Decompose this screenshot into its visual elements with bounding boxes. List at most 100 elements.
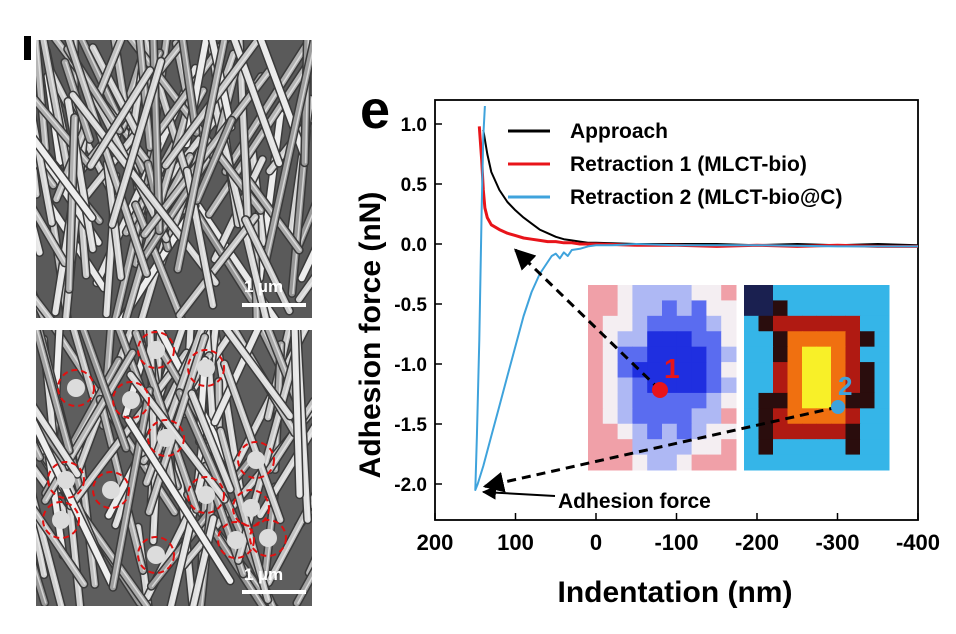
x-axis-label: Indentation (nm): [558, 576, 793, 609]
nanorod: [36, 295, 54, 318]
x-tick-label: 0: [590, 530, 602, 555]
highlight-circle: [249, 519, 287, 557]
highlight-circle: [92, 471, 130, 509]
panel-label-fragment: [24, 36, 31, 60]
nanorod: [179, 40, 200, 136]
adhesion-force-chart: e 200 100 0 -100 -200 -300 -400 1.0 0.5 0.0 -0.5 -1…: [354, 80, 940, 609]
highlight-circle: [147, 419, 185, 457]
y-tick-label: -1.0: [394, 355, 427, 376]
nanorod: [87, 67, 154, 169]
adhesion-arrow: [481, 485, 556, 500]
nanorod: [265, 494, 312, 586]
x-tick-label: 200: [417, 530, 454, 555]
nanorod: [242, 216, 293, 314]
nanorod: [65, 488, 84, 606]
nanorod: [190, 515, 217, 606]
nanorod: [89, 44, 139, 135]
annotation-arrow: [513, 248, 662, 392]
nanorod: [67, 349, 190, 509]
point-2-label: 2: [838, 371, 852, 401]
nanorod: [70, 330, 102, 418]
scale-bar: [242, 303, 306, 307]
inset-map-left: [588, 285, 737, 471]
highlight-circle: [42, 501, 80, 539]
nanorod: [40, 40, 75, 192]
y-tick-label: -1.5: [394, 415, 427, 436]
annotation-arrow: [482, 405, 839, 493]
y-axis-label: Adhesion force (nN): [354, 192, 387, 479]
nanorod: [257, 40, 307, 156]
nanorod: [291, 330, 303, 498]
highlight-circle: [187, 349, 225, 387]
nanorod: [217, 427, 271, 603]
highlight-circle: [187, 476, 225, 514]
point-1-label: 1: [664, 353, 680, 384]
y-tick-label: 1.0: [401, 115, 427, 136]
nanorod: [188, 390, 234, 493]
x-tick-label: -300: [815, 530, 859, 555]
nanorod: [150, 40, 163, 234]
nanorod: [125, 416, 234, 584]
x-tick-label: 100: [497, 530, 534, 555]
highlight-circle: [57, 369, 95, 407]
highlight-circle: [112, 381, 150, 419]
highlight-circle: [237, 441, 275, 479]
nanorod: [208, 524, 266, 606]
nanorod: [36, 330, 73, 454]
sem-image-bottom: 1 µm: [36, 330, 312, 606]
nanorod: [36, 507, 87, 588]
highlight-circle: [217, 521, 255, 559]
nanorod: [36, 420, 115, 587]
nanorod: [257, 425, 312, 519]
nanorod: [176, 214, 259, 318]
nanorod: [36, 120, 55, 226]
highlight-circle: [137, 331, 175, 369]
panel-label: e: [360, 80, 390, 140]
nanorod: [223, 330, 294, 420]
scale-bar-label: 1 µm: [244, 565, 284, 584]
scale-bar: [242, 590, 306, 594]
y-tick-label: 0.0: [401, 235, 427, 256]
nanorod: [127, 371, 228, 503]
nanorod: [36, 520, 48, 578]
nanorod: [36, 497, 65, 606]
nanorod: [66, 114, 78, 293]
nanorod: [36, 40, 49, 152]
nanorod: [36, 137, 96, 221]
nanorod: [194, 117, 235, 204]
y-tick-label: 0.5: [401, 175, 428, 196]
nanorod: [211, 330, 261, 426]
highlight-circle: [232, 489, 270, 527]
nanorod: [162, 40, 262, 169]
nanorod: [292, 205, 312, 257]
sem-image-top: 1 µm: [36, 40, 312, 318]
nanorod: [36, 466, 75, 525]
nanorod: [132, 201, 185, 318]
point-2-marker: [831, 400, 845, 414]
series-line: [474, 105, 918, 491]
nanorod: [109, 58, 164, 228]
nanorod: [36, 405, 81, 478]
x-tick-label: -100: [654, 530, 698, 555]
x-tick-label: -200: [735, 530, 779, 555]
nanorod: [143, 330, 205, 486]
nanorod: [262, 40, 312, 264]
x-tick-label: -400: [896, 530, 940, 555]
nanorod: [231, 40, 283, 167]
adhesion-force-label: Adhesion force: [558, 490, 711, 513]
legend-label: Retraction 2 (MLCT-bio@C): [570, 186, 842, 209]
scale-bar-label: 1 µm: [244, 277, 284, 296]
legend-label: Retraction 1 (MLCT-bio): [570, 153, 807, 176]
nanorod: [46, 453, 67, 559]
highlight-circle: [137, 536, 175, 574]
nanorod: [174, 40, 228, 273]
nanorod: [141, 68, 272, 238]
nanorod: [80, 330, 130, 452]
point-1-marker: [652, 382, 668, 398]
nanorod: [69, 92, 219, 286]
inset-map-right: [744, 285, 890, 471]
legend-label: Approach: [570, 120, 668, 143]
y-tick-label: -2.0: [394, 475, 427, 496]
nanorod: [293, 569, 312, 606]
nanorod: [145, 334, 208, 516]
